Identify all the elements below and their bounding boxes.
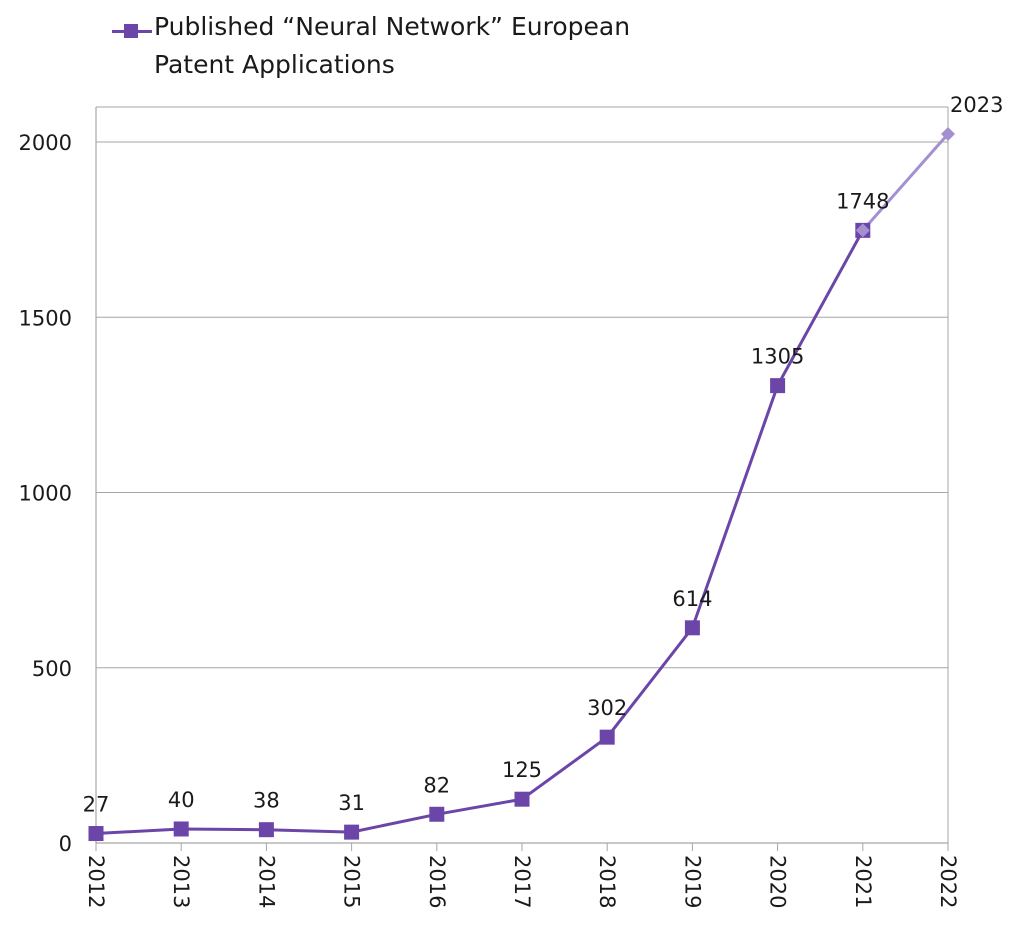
data-label-2020: 1305 <box>751 345 804 369</box>
point-square-2012 <box>88 826 104 842</box>
x-tick-label-2017: 2017 <box>510 855 534 908</box>
series-lines <box>95 133 950 835</box>
x-tick-label-2018: 2018 <box>595 855 619 908</box>
x-tick-label-2015: 2015 <box>340 855 364 908</box>
data-label-2015: 31 <box>338 791 365 815</box>
data-label-2022: 2023 <box>950 93 1003 117</box>
point-square-2015 <box>344 824 360 840</box>
point-square-2018 <box>599 729 615 745</box>
x-tick-label-2012: 2012 <box>84 855 108 908</box>
x-tick-label-2014: 2014 <box>254 855 278 908</box>
point-diamond-2021 <box>855 223 870 238</box>
y-tick-label-0: 0 <box>59 832 72 856</box>
data-label-2018: 302 <box>587 696 627 720</box>
y-tick-label-1500: 1500 <box>19 306 72 330</box>
x-tick-label-2022: 2022 <box>936 855 960 908</box>
legend-label: Published “Neural Network” European Pate… <box>154 12 631 79</box>
data-label-2014: 38 <box>253 789 280 813</box>
point-square-2016 <box>429 806 445 822</box>
data-label-2013: 40 <box>168 788 195 812</box>
point-square-2020 <box>770 378 786 394</box>
y-tick-label-1000: 1000 <box>19 482 72 506</box>
point-square-2013 <box>173 821 189 837</box>
series-line-0 <box>95 229 865 835</box>
data-labels: 27 40 38 31 82 125 302 614 1305 1748 2023 <box>83 93 1004 817</box>
data-markers <box>88 126 955 842</box>
series-line-1 <box>861 133 950 232</box>
data-label-2016: 82 <box>423 773 450 797</box>
data-label-2017: 125 <box>502 758 542 782</box>
legend-series-marker <box>112 24 152 38</box>
point-square-2019 <box>684 620 700 636</box>
legend-square-icon <box>124 24 138 38</box>
data-label-2021: 1748 <box>836 189 889 213</box>
axes <box>95 106 949 851</box>
point-square-2014 <box>258 822 274 838</box>
point-square-2017 <box>514 791 530 807</box>
point-diamond-2022 <box>941 126 955 141</box>
x-tick-label-2019: 2019 <box>680 855 704 908</box>
x-tick-labels: 2012 2013 2014 2015 2016 2017 2018 2019 2020 2021… <box>84 855 960 908</box>
y-tick-label-2000: 2000 <box>19 131 72 155</box>
data-label-2012: 27 <box>83 793 110 817</box>
x-tick-label-2020: 2020 <box>766 855 790 908</box>
x-tick-label-2016: 2016 <box>425 855 449 908</box>
data-label-2019: 614 <box>672 587 712 611</box>
grid-lines <box>96 141 948 669</box>
y-tick-label-500: 500 <box>32 657 72 681</box>
y-tick-labels: 0 500 1000 1500 2000 <box>19 131 72 856</box>
x-tick-label-2013: 2013 <box>169 855 193 908</box>
x-tick-label-2021: 2021 <box>851 855 875 908</box>
